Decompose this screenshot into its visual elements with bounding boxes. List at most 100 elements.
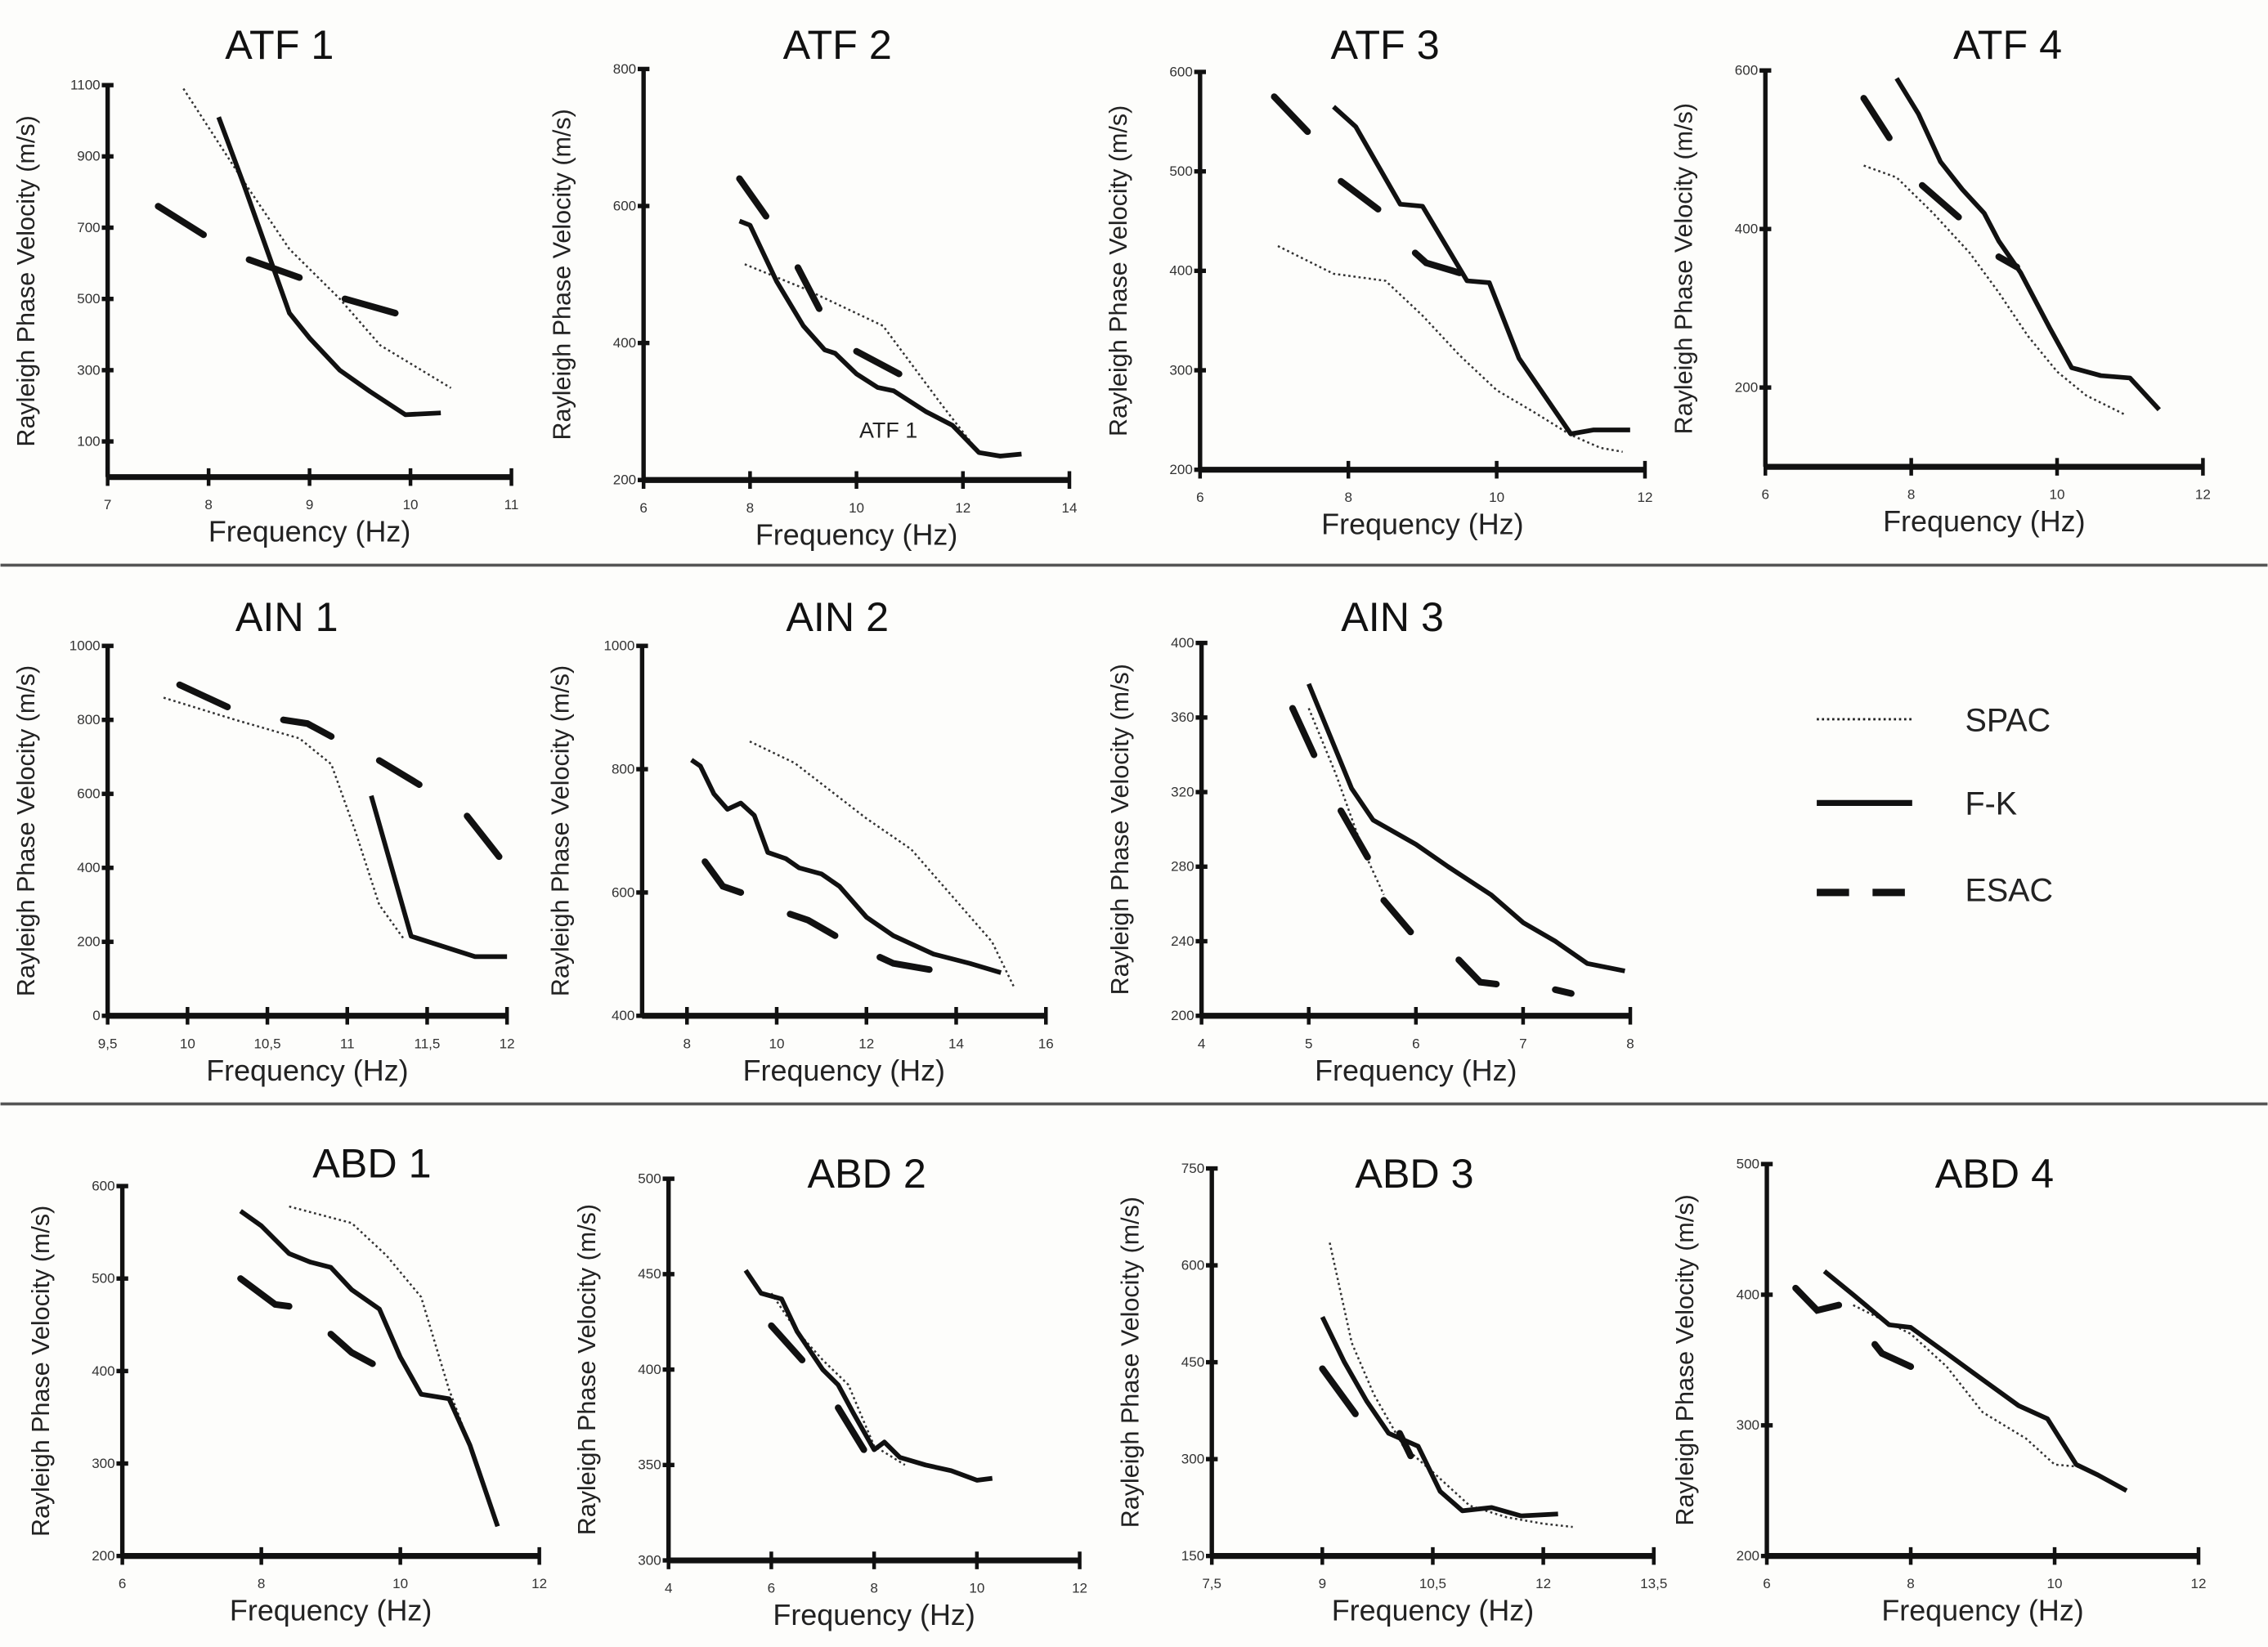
series-esac-segment (1396, 1430, 1414, 1460)
x-tick-label: 7 (104, 497, 111, 512)
series-esac-segment (1792, 1284, 1843, 1314)
x-tick-label: 8 (1907, 1576, 1914, 1591)
x-tick-label: 8 (258, 1576, 265, 1591)
y-tick-label: 400 (613, 335, 636, 351)
y-tick-label: 1000 (69, 638, 101, 654)
y-axis-label: Rayleigh Phase Velocity (m/s) (27, 1206, 55, 1537)
chart-annotation: ATF 1 (859, 418, 917, 442)
series-esac-segment (794, 264, 822, 312)
chart-panel: ABD 1 6 8 10 12 200 300 400 500 600 Frequency (Hz)… (27, 1139, 547, 1627)
x-tick-label: 7,5 (1202, 1576, 1221, 1591)
chart-title: ATF 4 (1953, 21, 2062, 68)
x-tick-label: 10,5 (253, 1036, 280, 1051)
x-tick-label: 6 (1196, 490, 1203, 505)
x-tick-label: 10 (180, 1036, 195, 1051)
y-tick-label: 240 (1171, 933, 1194, 949)
y-tick-label: 1100 (70, 78, 101, 93)
y-tick-label: 500 (1737, 1157, 1759, 1172)
y-tick-label: 400 (92, 1363, 114, 1379)
x-tick-label: 6 (1761, 487, 1768, 503)
series-esac-segment (1860, 95, 1893, 141)
y-axis-label: Rayleigh Phase Velocity (m/s) (548, 109, 576, 440)
y-tick-label: 200 (1169, 462, 1192, 477)
series-esac-segment (1455, 956, 1500, 988)
series-spac-line (182, 87, 452, 389)
x-axis-label: Frequency (Hz) (206, 1054, 408, 1087)
chart-panel: ATF 2 6 8 10 12 14 200 400 600 800 Frequency (Hz) R… (548, 21, 1077, 551)
x-tick-label: 12 (1072, 1581, 1087, 1596)
x-axis-label: Frequency (Hz) (208, 515, 410, 548)
y-tick-label: 600 (1169, 64, 1192, 79)
series-spac-line (163, 696, 405, 939)
x-tick-label: 10 (1489, 490, 1504, 505)
x-tick-label: 6 (768, 1581, 775, 1596)
series-esac-segment (1871, 1340, 1915, 1371)
series-esac-segment (280, 716, 335, 741)
chart-panel: AIN 2 8 10 12 14 16 400 600 800 1000 Frequency (Hz… (547, 593, 1054, 1087)
series-esac-segment (736, 175, 769, 220)
x-tick-label: 6 (1763, 1576, 1770, 1591)
x-tick-label: 12 (2195, 487, 2211, 503)
series-esac-segment (1380, 897, 1414, 936)
x-tick-label: 9,5 (98, 1036, 118, 1051)
x-tick-label: 6 (639, 500, 647, 516)
series-spac-line (289, 1205, 499, 1527)
chart-panel: AIN 1 9,5 10 10,5 11 11,5 12 0 200 400 600 800 1000 F… (12, 593, 515, 1087)
y-tick-label: 0 (92, 1008, 100, 1023)
series-esac-segment (375, 757, 423, 788)
x-tick-label: 8 (746, 500, 754, 516)
x-tick-label: 9 (306, 497, 313, 512)
series-esac-segment (1918, 181, 1962, 221)
series-esac-segment (1338, 807, 1371, 861)
x-tick-label: 6 (1412, 1036, 1419, 1051)
chart-title: AIN 1 (235, 593, 338, 640)
x-tick-label: 11,5 (414, 1036, 440, 1051)
series-esac-segment (245, 256, 303, 281)
y-tick-label: 300 (92, 1456, 114, 1471)
chart-title: AIN 3 (1341, 593, 1444, 640)
chart-panel: ATF 4 6 8 10 12 200 400 600 Frequency (Hz) Raylei… (1670, 21, 2210, 538)
series-esac-segment (853, 347, 903, 378)
y-axis-label: Rayleigh Phase Velocity (m/s) (1671, 1194, 1699, 1525)
chart-title: ABD 1 (312, 1139, 431, 1186)
y-tick-label: 600 (1735, 63, 1758, 78)
series-spac-line (1863, 164, 2127, 417)
y-axis-label: Rayleigh Phase Velocity (m/s) (12, 115, 40, 446)
chart-panel: ATF 3 6 8 10 12 200 300 400 500 600 Frequency (Hz)… (1105, 21, 1652, 541)
x-tick-label: 14 (1061, 500, 1077, 516)
x-tick-label: 10 (2047, 1576, 2063, 1591)
legend: SPAC F-K ESAC (1817, 702, 2053, 909)
x-tick-label: 8 (204, 497, 212, 512)
x-axis-label: Frequency (Hz) (1315, 1054, 1517, 1087)
y-tick-label: 450 (1181, 1354, 1204, 1370)
x-tick-label: 12 (531, 1576, 547, 1591)
y-tick-label: 500 (1169, 163, 1192, 179)
series-fk-line (1822, 1269, 2128, 1493)
y-tick-label: 600 (92, 1178, 114, 1193)
chart-title: ABD 3 (1355, 1150, 1473, 1197)
chart-title: ATF 2 (783, 21, 892, 68)
chart-title: ATF 1 (225, 21, 334, 68)
x-tick-label: 10 (849, 500, 864, 516)
x-tick-label: 8 (684, 1036, 691, 1051)
chart-title: ABD 2 (808, 1150, 926, 1197)
y-axis-label: Rayleigh Phase Velocity (m/s) (1116, 1197, 1144, 1528)
x-tick-label: 6 (119, 1576, 126, 1591)
series-esac-segment (1319, 1365, 1359, 1417)
y-axis-label: Rayleigh Phase Velocity (m/s) (12, 665, 40, 996)
series-spac-line (744, 263, 996, 458)
y-tick-label: 600 (1181, 1257, 1204, 1273)
series-esac-segment (1271, 93, 1311, 136)
y-tick-label: 600 (612, 884, 634, 900)
series-spac-line (1853, 1304, 2084, 1469)
x-axis-label: Frequency (Hz) (773, 1598, 975, 1631)
y-tick-label: 400 (1735, 222, 1758, 237)
legend-label-fk: F-K (1965, 786, 2017, 822)
series-esac-segment (341, 295, 399, 317)
y-tick-label: 320 (1171, 784, 1194, 799)
y-tick-label: 150 (1181, 1548, 1204, 1564)
x-tick-label: 10 (403, 497, 419, 512)
y-tick-label: 400 (1171, 635, 1194, 651)
y-axis-label: Rayleigh Phase Velocity (m/s) (547, 665, 575, 996)
